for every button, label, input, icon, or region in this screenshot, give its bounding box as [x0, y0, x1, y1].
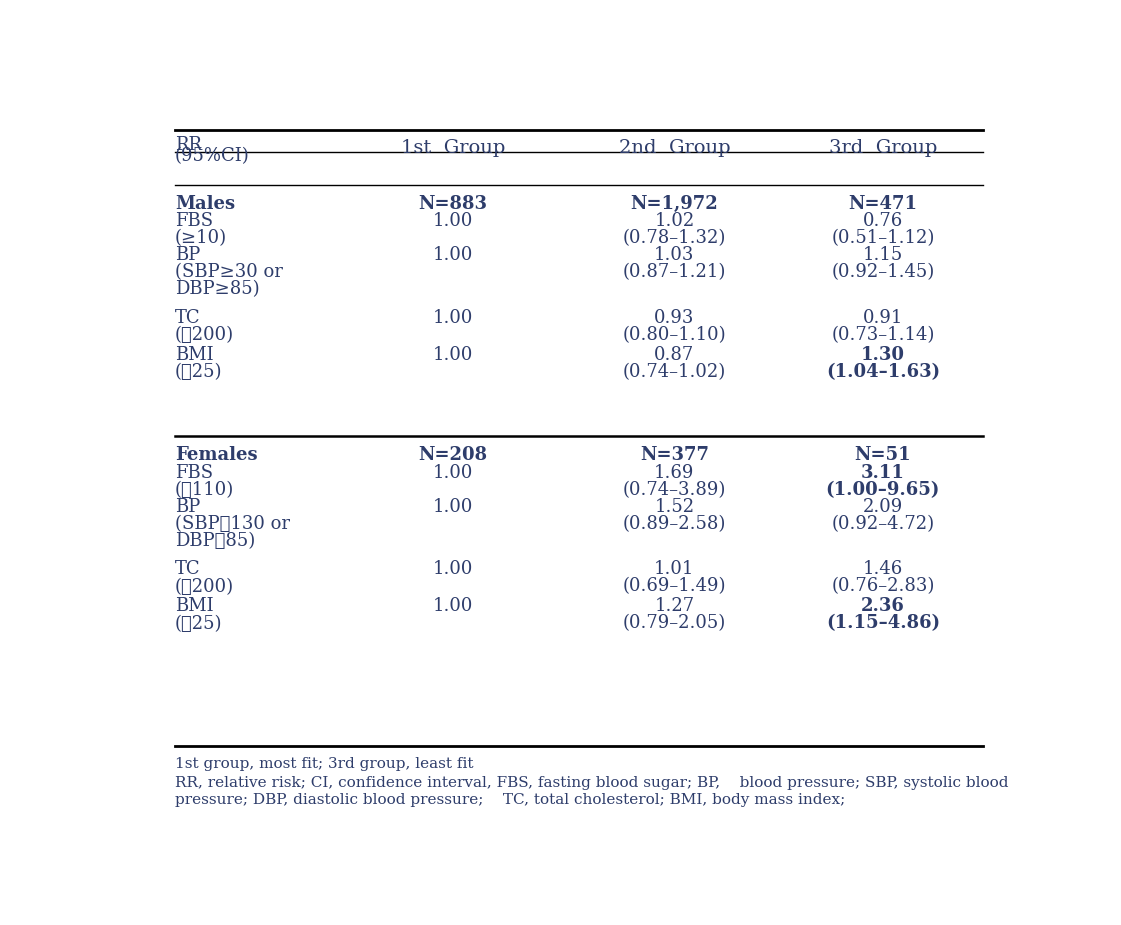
Text: (0.78–1.32): (0.78–1.32) [623, 229, 726, 247]
Text: 2.09: 2.09 [863, 498, 904, 516]
Text: (0.79–2.05): (0.79–2.05) [623, 614, 726, 633]
Text: N=377: N=377 [640, 447, 708, 464]
Text: N=208: N=208 [418, 447, 488, 464]
Text: 2.36: 2.36 [861, 598, 905, 615]
Text: (0.92–4.72): (0.92–4.72) [832, 515, 935, 533]
Text: 1.03: 1.03 [655, 246, 695, 265]
Text: (0.76–2.83): (0.76–2.83) [832, 577, 935, 596]
Text: (≥10): (≥10) [175, 229, 226, 247]
Text: N=471: N=471 [849, 195, 917, 213]
Text: (SBP≥30 or: (SBP≥30 or [175, 264, 282, 281]
Text: (≦200): (≦200) [175, 327, 234, 344]
Text: (≦25): (≦25) [175, 614, 222, 633]
Text: (0.87–1.21): (0.87–1.21) [623, 264, 726, 281]
Text: (0.69–1.49): (0.69–1.49) [622, 577, 726, 596]
Text: FBS: FBS [175, 463, 213, 482]
Text: 0.76: 0.76 [863, 212, 904, 230]
Text: 1.01: 1.01 [655, 561, 695, 578]
Text: TC: TC [175, 309, 201, 327]
Text: (0.89–2.58): (0.89–2.58) [623, 515, 726, 533]
Text: 1.00: 1.00 [433, 561, 473, 578]
Text: (1.00–9.65): (1.00–9.65) [826, 481, 941, 499]
Text: Females: Females [175, 447, 258, 464]
Text: (0.74–3.89): (0.74–3.89) [623, 481, 726, 499]
Text: FBS: FBS [175, 212, 213, 230]
Text: (95%CI): (95%CI) [175, 147, 250, 165]
Text: 1.15: 1.15 [863, 246, 904, 265]
Text: 1.00: 1.00 [433, 212, 473, 230]
Text: 1.52: 1.52 [655, 498, 695, 516]
Text: pressure; DBP, diastolic blood pressure;    TC, total cholesterol; BMI, body mas: pressure; DBP, diastolic blood pressure;… [175, 794, 845, 808]
Text: 1.02: 1.02 [655, 212, 695, 230]
Text: 1.69: 1.69 [655, 463, 695, 482]
Text: (≦110): (≦110) [175, 481, 234, 499]
Text: 1st group, most fit; 3rd group, least fit: 1st group, most fit; 3rd group, least fi… [175, 757, 473, 771]
Text: TC: TC [175, 561, 201, 578]
Text: N=51: N=51 [854, 447, 911, 464]
Text: (≦25): (≦25) [175, 364, 222, 381]
Text: 0.87: 0.87 [655, 346, 695, 364]
Text: BP: BP [175, 498, 201, 516]
Text: (0.80–1.10): (0.80–1.10) [622, 327, 726, 344]
Text: (0.92–1.45): (0.92–1.45) [832, 264, 935, 281]
Text: 3rd  Group: 3rd Group [828, 139, 937, 156]
Text: (0.73–1.14): (0.73–1.14) [832, 327, 935, 344]
Text: (0.51–1.12): (0.51–1.12) [832, 229, 935, 247]
Text: 2nd  Group: 2nd Group [619, 139, 730, 156]
Text: 1.00: 1.00 [433, 598, 473, 615]
Text: 1.00: 1.00 [433, 309, 473, 327]
Text: 1.00: 1.00 [433, 246, 473, 265]
Text: 1.27: 1.27 [655, 598, 695, 615]
Text: (1.04–1.63): (1.04–1.63) [826, 364, 941, 381]
Text: 0.93: 0.93 [655, 309, 695, 327]
Text: N=1,972: N=1,972 [630, 195, 719, 213]
Text: RR: RR [175, 136, 202, 154]
Text: 1.00: 1.00 [433, 498, 473, 516]
Text: RR, relative risk; CI, confidence interval, FBS, fasting blood sugar; BP,    blo: RR, relative risk; CI, confidence interv… [175, 776, 1009, 790]
Text: BP: BP [175, 246, 201, 265]
Text: 0.91: 0.91 [863, 309, 904, 327]
Text: (0.74–1.02): (0.74–1.02) [623, 364, 726, 381]
Text: Males: Males [175, 195, 235, 213]
Text: (≦200): (≦200) [175, 577, 234, 596]
Text: (SBP≦130 or: (SBP≦130 or [175, 515, 290, 533]
Text: 3.11: 3.11 [861, 463, 905, 482]
Text: (1.15–4.86): (1.15–4.86) [826, 614, 941, 633]
Text: 1.46: 1.46 [863, 561, 904, 578]
Text: DBP≦85): DBP≦85) [175, 532, 256, 550]
Text: 1st  Group: 1st Group [400, 139, 506, 156]
Text: 1.00: 1.00 [433, 463, 473, 482]
Text: BMI: BMI [175, 598, 213, 615]
Text: 1.30: 1.30 [861, 346, 905, 364]
Text: 1.00: 1.00 [433, 346, 473, 364]
Text: DBP≥85): DBP≥85) [175, 280, 259, 299]
Text: N=883: N=883 [418, 195, 488, 213]
Text: BMI: BMI [175, 346, 213, 364]
